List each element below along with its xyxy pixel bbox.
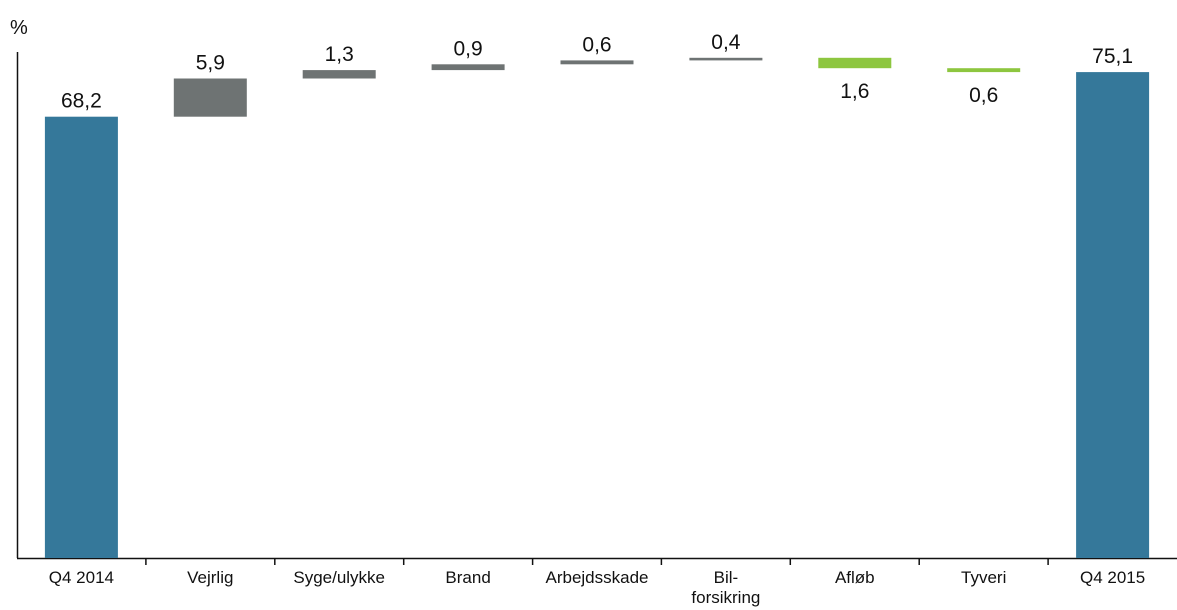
bar-6 — [818, 57, 892, 69]
bar-0 — [44, 116, 118, 558]
x-tick-label-5: Bil-forsikring — [691, 568, 760, 607]
bar-2 — [302, 70, 376, 79]
value-label-0: 68,2 — [61, 90, 102, 113]
bar-8 — [1076, 72, 1150, 558]
x-tick-label-7: Tyveri — [961, 568, 1006, 587]
y-axis-unit-label: % — [10, 17, 28, 39]
bar-1 — [173, 78, 247, 117]
x-tick-label-8: Q4 2015 — [1080, 568, 1145, 587]
x-tick-label-0: Q4 2014 — [49, 568, 114, 587]
value-label-6: 1,6 — [840, 80, 869, 103]
bar-4 — [560, 60, 634, 65]
value-label-3: 0,9 — [453, 37, 482, 60]
bar-5 — [689, 57, 763, 61]
x-tick-label-6: Afløb — [835, 568, 875, 587]
value-label-2: 1,3 — [325, 43, 354, 66]
value-label-4: 0,6 — [582, 33, 611, 56]
bar-3 — [431, 64, 505, 71]
x-tick-label-3: Brand — [445, 568, 490, 587]
value-label-8: 75,1 — [1092, 45, 1133, 68]
value-label-1: 5,9 — [196, 52, 225, 75]
x-tick-label-1: Vejrlig — [187, 568, 233, 587]
x-tick-label-4: Arbejdsskade — [545, 568, 648, 587]
x-tick-label-2: Syge/ulykke — [293, 568, 385, 587]
value-label-5: 0,4 — [711, 31, 741, 54]
value-label-7: 0,6 — [969, 84, 998, 107]
chart-marks: 68,2 Q4 2014 5,9 Vejrlig 1,3 Syge/ulykke 0,9 Br… — [44, 31, 1150, 607]
bar-7 — [947, 68, 1021, 73]
